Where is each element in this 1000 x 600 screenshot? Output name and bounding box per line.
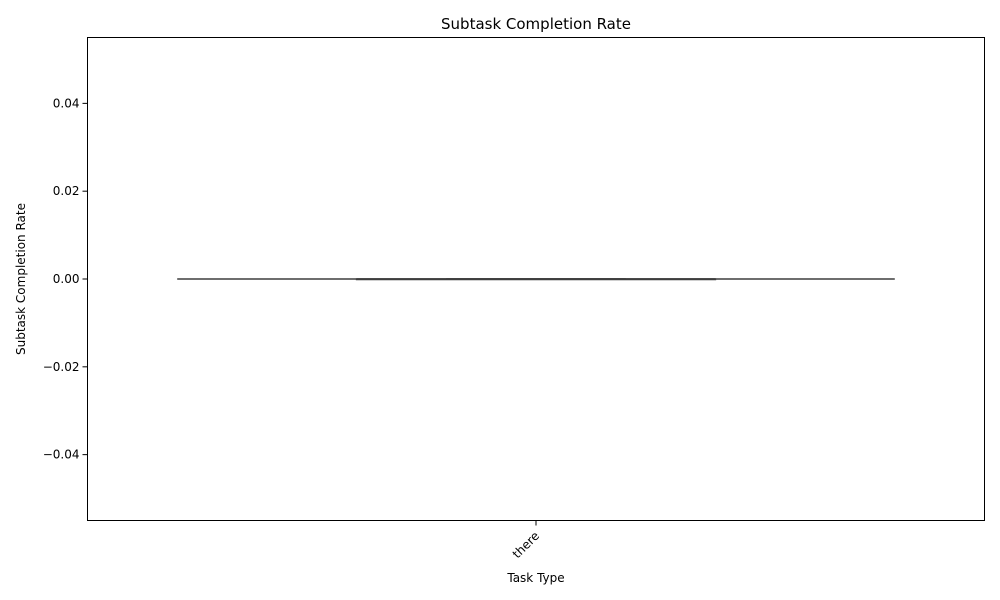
y-tick-label: 0.00 [53,272,80,286]
y-axis-ticks: −0.04 −0.02 0.00 0.02 0.04 [43,96,88,462]
chart-title: Subtask Completion Rate [441,15,631,33]
y-tick-label: −0.04 [43,448,80,462]
y-axis-label: Subtask Completion Rate [14,203,28,355]
plot-area-frame [87,37,985,521]
y-tick-label: 0.04 [53,96,80,110]
box-series [177,278,895,281]
y-tick-label: −0.02 [43,360,80,374]
y-tick-label: 0.02 [53,184,80,198]
x-axis-label: Task Type [506,571,564,585]
